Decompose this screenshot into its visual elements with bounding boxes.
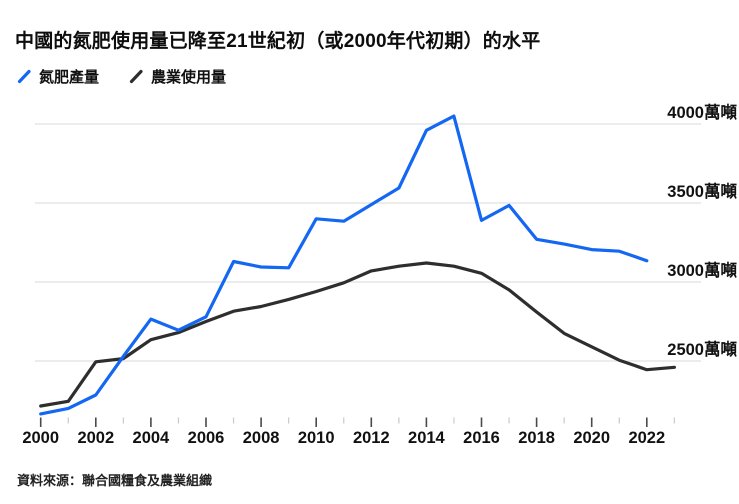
x-axis-label: 2020 (573, 429, 610, 447)
x-axis-label: 2018 (518, 429, 555, 447)
source-note: 資料來源：聯合國糧食及農業組織 (17, 473, 213, 488)
x-axis-label: 2016 (463, 429, 500, 447)
x-axis-label: 2002 (77, 429, 114, 447)
usage-line (39, 261, 677, 408)
x-axis-label: 2008 (243, 429, 280, 447)
chart-legend: 氮肥產量 農業使用量 (17, 66, 226, 87)
x-axis-label: 2012 (353, 429, 390, 447)
legend-item-production: 氮肥產量 (17, 66, 99, 87)
x-axis-label: 2010 (298, 429, 335, 447)
chart-title: 中國的氮肥使用量已降至21世紀初（或2000年代初期）的水平 (15, 31, 541, 52)
x-axis-label: 2000 (22, 429, 59, 447)
x-axis-label: 2006 (188, 429, 225, 447)
slash-line-icon (129, 69, 143, 84)
x-axis-label: 2014 (408, 429, 446, 447)
slash-line-icon (17, 69, 31, 84)
y-axis-label: 2500萬噸 (667, 339, 737, 359)
x-axis-label: 2022 (628, 429, 665, 447)
y-axis-label: 3500萬噸 (667, 181, 737, 201)
y-axis-label: 4000萬噸 (667, 102, 737, 122)
legend-item-usage: 農業使用量 (129, 66, 226, 87)
legend-label-usage: 農業使用量 (151, 69, 227, 86)
x-axis-label: 2004 (133, 429, 171, 447)
production-line (39, 114, 649, 416)
y-axis-label: 3000萬噸 (667, 260, 737, 280)
legend-label-production: 氮肥產量 (39, 69, 100, 86)
